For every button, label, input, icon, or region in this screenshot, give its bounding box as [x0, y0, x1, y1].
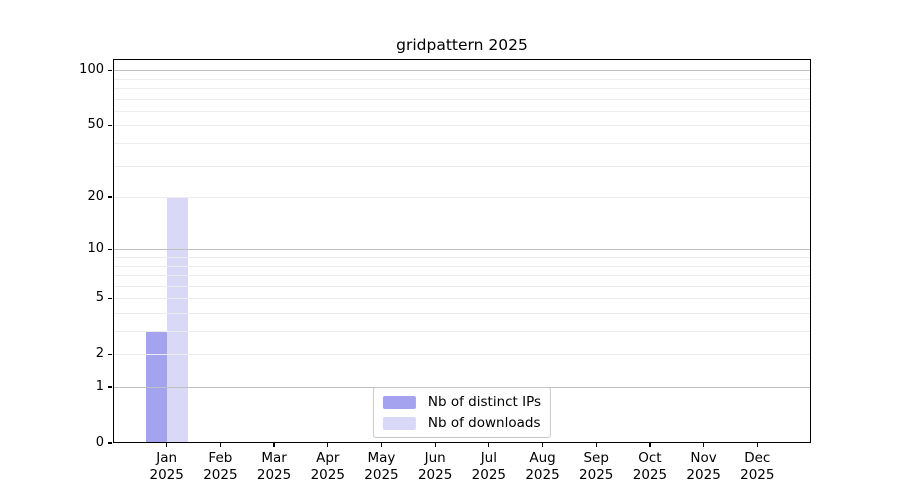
legend-item-downloads: Nb of downloads	[382, 414, 541, 432]
minor-gridline	[113, 125, 811, 127]
major-gridline	[113, 70, 811, 72]
x-tick	[327, 443, 329, 447]
legend-item-distinct-ips: Nb of distinct IPs	[382, 393, 542, 411]
minor-gridline	[113, 275, 811, 277]
x-tick-label: Jul 2025	[471, 450, 507, 483]
y-tick	[108, 196, 112, 198]
y-tick-label: 100	[79, 62, 104, 78]
minor-gridline	[113, 312, 811, 314]
x-tick	[595, 443, 597, 447]
x-tick-label: Nov 2025	[686, 450, 721, 483]
legend-swatch	[382, 395, 416, 409]
x-tick-label: Aug 2025	[525, 450, 560, 483]
y-tick-label: 50	[87, 117, 104, 133]
major-gridline	[113, 249, 811, 251]
x-tick-label: Jun 2025	[417, 450, 453, 483]
x-tick-label: Sep 2025	[579, 450, 614, 483]
minor-gridline	[113, 143, 811, 144]
x-tick	[488, 443, 490, 447]
x-tick-label: May 2025	[364, 450, 399, 483]
minor-gridline	[113, 197, 811, 199]
x-tick-label: Apr 2025	[310, 450, 345, 483]
y-tick	[108, 124, 112, 126]
y-tick-label: 10	[87, 241, 104, 257]
x-tick	[649, 443, 651, 447]
x-tick	[219, 443, 221, 447]
minor-gridline	[113, 98, 811, 100]
x-tick	[434, 443, 436, 447]
x-tick	[166, 443, 168, 447]
minor-gridline	[113, 298, 811, 300]
y-tick	[108, 386, 112, 388]
legend-label: Nb of distinct IPs	[427, 394, 542, 410]
minor-gridline	[113, 331, 811, 332]
minor-gridline	[113, 285, 811, 287]
x-tick-label: Mar 2025	[256, 450, 292, 483]
x-tick	[756, 443, 758, 447]
y-tick	[108, 69, 112, 71]
legend: Nb of distinct IPs Nb of downloads	[372, 387, 552, 438]
minor-gridline	[113, 165, 811, 167]
x-tick-label: Dec 2025	[740, 450, 775, 483]
y-tick-label: 20	[87, 189, 104, 205]
legend-label: Nb of downloads	[427, 415, 541, 431]
minor-gridline	[113, 78, 811, 80]
chart-title: gridpattern 2025	[396, 36, 528, 54]
x-tick	[703, 443, 705, 447]
x-tick	[273, 443, 275, 447]
x-tick-label: Oct 2025	[632, 450, 668, 483]
minor-gridline	[113, 88, 811, 89]
legend-swatch	[382, 416, 416, 430]
x-tick	[380, 443, 383, 447]
minor-gridline	[113, 110, 811, 112]
y-tick-label: 5	[95, 290, 104, 306]
plot-area: Nb of distinct IPs Nb of downloads	[113, 59, 811, 443]
bar-downloads-jan	[166, 197, 188, 443]
y-tick-label: 2	[95, 346, 104, 362]
minor-gridline	[113, 256, 811, 258]
y-tick	[108, 442, 112, 444]
y-tick	[108, 248, 112, 250]
plot-border	[113, 59, 811, 443]
y-tick	[108, 297, 112, 299]
x-tick	[541, 443, 544, 447]
x-tick-label: Feb 2025	[203, 450, 238, 483]
minor-gridline	[113, 354, 811, 356]
x-tick-label: Jan 2025	[149, 450, 184, 483]
bar-distinct-ips-jan	[145, 331, 167, 443]
y-tick-label: 0	[95, 435, 104, 450]
minor-gridline	[113, 265, 811, 267]
y-tick	[108, 353, 112, 355]
y-tick-label: 1	[95, 379, 104, 394]
